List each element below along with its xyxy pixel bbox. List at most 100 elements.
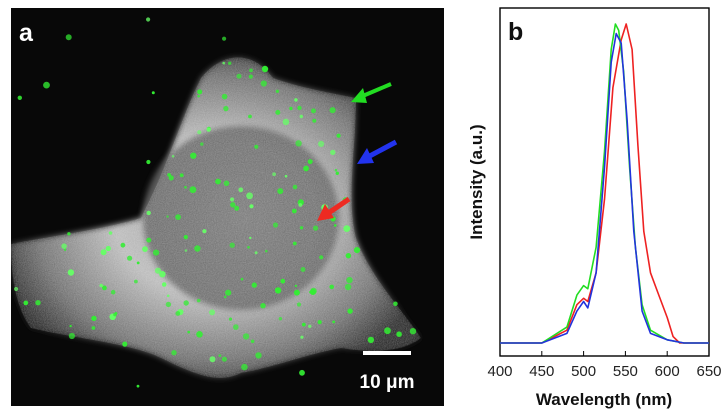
green-particle [151,91,155,95]
x-tick-label: 450 [529,363,554,380]
green-particle [17,95,22,101]
green-particle [299,226,304,230]
green-particle [384,327,391,335]
green-particle [179,173,184,178]
green-particle [122,341,128,347]
green-particle [294,98,298,102]
green-particle [154,267,162,274]
green-particle [183,300,189,306]
green-particle [318,140,325,147]
green-particle [136,384,140,388]
green-particle [218,354,222,358]
green-particle [299,369,305,376]
green-particle [275,109,281,115]
y-axis-title: Intensity (a.u.) [467,124,486,239]
x-axis-title: Wavelength (nm) [536,390,672,409]
green-particle [197,94,200,98]
green-particle [43,81,50,89]
green-particle [255,352,262,359]
green-particle [187,330,190,334]
scale-bar-label: 10 μm [360,372,415,393]
green-particle [248,114,252,119]
spectrum-panel: b 400 450 500 550 600 650 Wavelength (nm) Int… [452,0,722,413]
green-particle [228,61,232,65]
green-particle [393,301,398,307]
green-particle [229,242,235,248]
green-particle [68,332,75,340]
green-particle [146,159,151,165]
green-particle [184,185,187,189]
green-particle [295,140,302,147]
green-particle [396,331,402,338]
green-particle [209,309,216,316]
green-particle [223,105,229,112]
green-particle [272,172,276,177]
green-particle [146,17,151,22]
green-particle [63,248,67,251]
green-particle [161,282,167,287]
green-particle [99,283,103,288]
green-particle [301,322,306,327]
green-particle [296,302,302,307]
spectrum-chart: b 400 450 500 550 600 650 Wavelength (nm) Int… [452,0,722,413]
green-particle [91,315,97,322]
green-particle [294,284,298,288]
green-particle [297,105,302,111]
arrow-green [351,82,392,103]
fluorescent-particles [14,17,417,388]
green-particle [206,127,211,132]
green-particle [221,356,227,362]
green-particle [307,159,313,165]
green-particle [367,336,375,344]
green-particle [200,142,204,146]
green-particle [312,118,317,123]
plot-frame [499,7,710,357]
x-axis: 400 450 500 550 600 650 [487,351,722,380]
green-particle [153,249,160,256]
green-particle [197,89,203,95]
green-particle [275,89,280,94]
green-particle [189,186,197,194]
green-particle [277,188,284,195]
green-particle [333,224,337,227]
green-particle [254,144,259,149]
green-particle [278,317,283,321]
green-particle [311,108,316,114]
x-tick-label: 650 [696,363,721,380]
x-tick-label: 400 [487,363,512,380]
green-particle [91,326,96,330]
green-particle [228,317,233,321]
green-particle [113,312,117,317]
panel-b-letter: b [508,18,523,46]
green-particle [303,165,309,172]
green-particle [165,301,172,308]
green-particle [291,208,297,214]
green-particle [282,118,290,126]
green-particle [222,61,225,65]
green-particle [272,222,279,228]
green-particle [61,243,67,249]
green-particle [343,225,351,233]
green-particle [236,73,242,79]
green-particle [67,232,71,236]
green-particle [233,324,239,330]
green-particle [313,225,319,231]
green-particle [247,246,250,249]
green-particle [261,65,269,73]
green-particle [100,249,107,256]
green-particle [230,202,236,208]
green-particle [209,356,216,363]
green-particle [345,253,352,259]
green-particle [336,133,341,138]
green-particle [248,74,253,79]
green-particle [238,187,244,193]
green-particle [146,210,151,216]
green-particle [293,289,300,296]
green-particle [254,251,258,255]
green-particle [309,289,316,295]
green-particle [127,255,133,261]
green-particle [168,175,174,181]
green-particle [108,231,113,235]
green-particle [134,279,138,284]
green-particle [14,286,19,292]
